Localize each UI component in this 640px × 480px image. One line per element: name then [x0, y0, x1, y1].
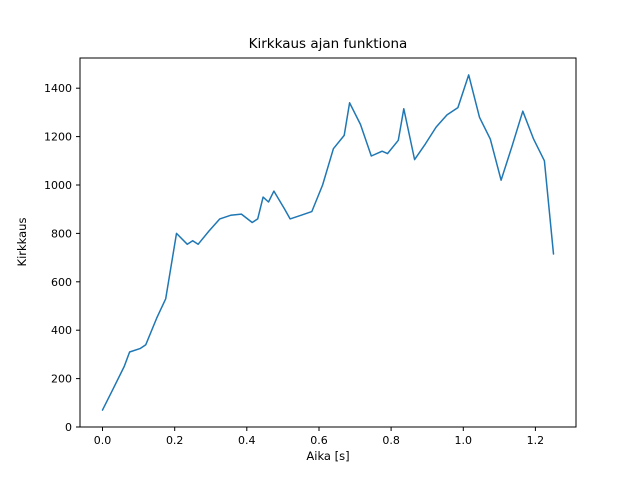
- x-tick-label: 0.2: [166, 434, 184, 447]
- x-tick-label: 0.8: [382, 434, 400, 447]
- y-axis-ticks: 0 200 400 600 800 1000 1200 1400: [44, 82, 80, 434]
- x-axis-label: Aika [s]: [306, 449, 350, 463]
- x-tick-label: 1.0: [455, 434, 473, 447]
- x-tick-label: 0.4: [238, 434, 256, 447]
- axes-frame: [79, 57, 577, 428]
- y-tick-label: 1000: [44, 179, 72, 192]
- x-tick-label: 1.2: [527, 434, 545, 447]
- y-tick-label: 0: [65, 421, 72, 434]
- data-line: [101, 74, 555, 411]
- y-tick-label: 1200: [44, 131, 72, 144]
- y-axis-label: Kirkkaus: [15, 217, 29, 267]
- x-axis-ticks: 0.0 0.2 0.4 0.6 0.8 1.0 1.2: [94, 427, 544, 447]
- y-tick-label: 1400: [44, 82, 72, 95]
- x-tick-label: 0.0: [94, 434, 112, 447]
- y-tick-label: 600: [51, 276, 72, 289]
- y-tick-label: 400: [51, 324, 72, 337]
- x-tick-label: 0.6: [310, 434, 328, 447]
- chart-title: Kirkkaus ajan funktiona: [248, 36, 408, 52]
- y-tick-label: 200: [51, 373, 72, 386]
- y-tick-label: 800: [51, 227, 72, 240]
